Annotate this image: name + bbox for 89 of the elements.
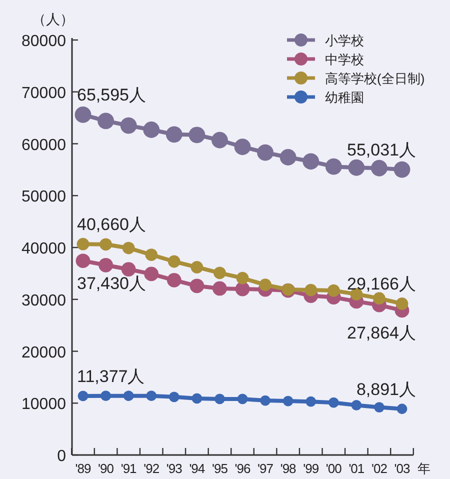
x-tick-label: '01 bbox=[348, 461, 364, 476]
point bbox=[348, 159, 365, 176]
point bbox=[123, 390, 134, 402]
point bbox=[166, 126, 182, 143]
x-tick-label: '91 bbox=[120, 461, 137, 476]
point bbox=[190, 278, 204, 294]
x-tick-label: '96 bbox=[234, 461, 250, 476]
point bbox=[214, 394, 225, 404]
point bbox=[260, 395, 270, 406]
annotation: 40,660人 bbox=[77, 215, 146, 234]
legend-label: 小学校 bbox=[325, 33, 364, 48]
point bbox=[325, 158, 342, 175]
y-tick-label: 10000 bbox=[22, 396, 66, 414]
annotation: 27,864人 bbox=[347, 323, 416, 342]
point bbox=[394, 161, 410, 178]
point bbox=[188, 126, 206, 144]
point bbox=[145, 248, 158, 261]
annotation: 55,031人 bbox=[347, 140, 416, 160]
y-tick-label: 80000 bbox=[22, 33, 66, 50]
point bbox=[371, 160, 388, 176]
y-tick-label: 50000 bbox=[22, 188, 66, 206]
annotation: 65,595人 bbox=[77, 86, 146, 105]
x-tick-label: '89 bbox=[75, 461, 91, 476]
x-tick-label: '98 bbox=[280, 461, 296, 476]
y-tick-label: 0 bbox=[57, 448, 66, 465]
point bbox=[192, 393, 202, 404]
annotation: 29,166人 bbox=[347, 274, 416, 294]
point bbox=[282, 396, 294, 406]
x-tick-label: '92 bbox=[144, 461, 160, 476]
point bbox=[121, 262, 136, 276]
point bbox=[168, 255, 180, 268]
annotation: 37,430人 bbox=[77, 274, 146, 293]
point bbox=[98, 258, 113, 272]
point bbox=[146, 390, 157, 402]
point bbox=[236, 272, 249, 284]
point bbox=[259, 278, 272, 292]
legend-label: 幼稚園 bbox=[325, 90, 364, 105]
point bbox=[212, 281, 227, 296]
x-tick-label: '00 bbox=[326, 461, 342, 476]
x-tick-label: '93 bbox=[166, 461, 182, 476]
legend-label: 中学校 bbox=[325, 52, 364, 67]
point bbox=[76, 254, 90, 268]
point bbox=[120, 117, 137, 134]
point bbox=[168, 392, 180, 402]
point bbox=[122, 242, 135, 254]
y-tick-label: 20000 bbox=[22, 344, 66, 362]
point bbox=[78, 390, 88, 402]
x-tick-label: '99 bbox=[303, 461, 319, 476]
point bbox=[374, 402, 384, 412]
annotation: 11,377人 bbox=[77, 366, 145, 386]
x-tick-label: '90 bbox=[98, 461, 114, 476]
point bbox=[306, 396, 316, 407]
x-tick-label: '95 bbox=[212, 461, 228, 476]
point bbox=[304, 284, 318, 296]
point bbox=[190, 261, 204, 274]
point bbox=[144, 266, 159, 282]
x-tick-label: '03 bbox=[394, 461, 410, 476]
x-tick-label: '02 bbox=[371, 461, 388, 476]
point bbox=[212, 132, 228, 148]
x-tick-label: '97 bbox=[258, 461, 274, 476]
legend-label: 高等学校(全日制) bbox=[325, 71, 425, 86]
point bbox=[98, 112, 114, 130]
annotation: 8,891人 bbox=[356, 380, 416, 399]
y-tick-label: 70000 bbox=[22, 84, 66, 102]
point bbox=[234, 138, 251, 156]
point bbox=[280, 149, 296, 166]
x-axis-title: 年 bbox=[417, 461, 430, 476]
y-axis-title: （人） bbox=[32, 11, 74, 27]
point bbox=[257, 144, 274, 161]
point bbox=[100, 390, 111, 402]
point bbox=[373, 292, 386, 305]
point bbox=[302, 153, 320, 170]
point bbox=[166, 272, 182, 288]
y-tick-label: 40000 bbox=[22, 240, 66, 258]
y-tick-label: 30000 bbox=[22, 292, 66, 310]
point bbox=[76, 238, 90, 250]
point bbox=[396, 298, 408, 310]
point bbox=[100, 238, 112, 251]
point bbox=[396, 404, 408, 414]
point bbox=[351, 400, 362, 410]
y-tick-label: 60000 bbox=[22, 136, 66, 154]
point bbox=[328, 397, 339, 408]
point bbox=[74, 106, 92, 123]
point bbox=[214, 266, 226, 280]
x-tick-label: '94 bbox=[189, 461, 205, 476]
point bbox=[327, 284, 340, 297]
point bbox=[237, 394, 248, 404]
point bbox=[143, 122, 160, 138]
point bbox=[235, 282, 250, 296]
